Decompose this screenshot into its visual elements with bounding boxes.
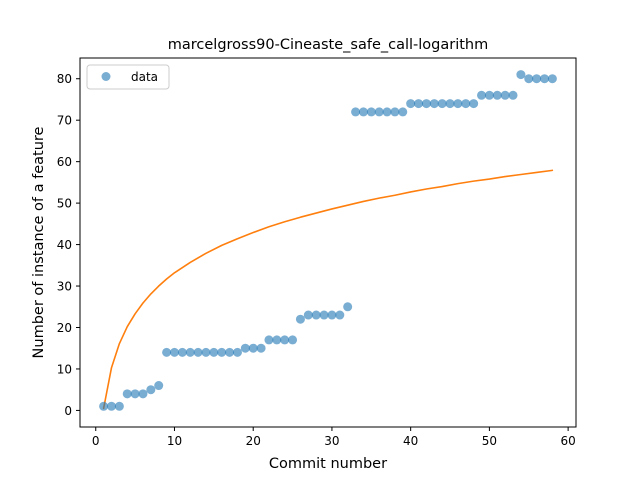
- x-tick-label: 40: [403, 434, 418, 448]
- data-point: [358, 107, 368, 117]
- data-point: [492, 90, 502, 100]
- axes-frame: [79, 57, 577, 428]
- x-tick-label: 20: [246, 434, 261, 448]
- data-point: [225, 347, 235, 357]
- data-point: [319, 310, 329, 320]
- data-point: [366, 107, 376, 117]
- y-tick-label: 40: [57, 238, 72, 252]
- y-axis-label: Number of instance of a feature: [31, 126, 47, 358]
- data-point: [99, 401, 109, 411]
- legend-marker-data: [101, 72, 111, 81]
- data-point: [343, 302, 353, 312]
- data-point: [327, 310, 337, 320]
- y-tick-label: 60: [57, 155, 72, 169]
- data-point: [335, 310, 345, 320]
- data-point: [532, 74, 542, 84]
- data-point: [445, 99, 455, 109]
- data-point: [280, 335, 290, 345]
- data-point: [477, 90, 487, 100]
- data-point: [130, 389, 140, 399]
- y-tick-label: 30: [57, 280, 72, 294]
- data-point: [177, 347, 187, 357]
- y-tick-label: 20: [57, 321, 72, 335]
- data-point: [209, 347, 219, 357]
- data-point: [414, 99, 424, 109]
- data-point: [248, 343, 258, 353]
- data-point: [201, 347, 211, 357]
- data-point: [185, 347, 195, 357]
- data-point: [240, 343, 250, 353]
- data-point: [437, 99, 447, 109]
- data-point: [374, 107, 384, 117]
- x-tick-label: 30: [324, 434, 339, 448]
- data-point: [138, 389, 148, 399]
- y-tick-label: 80: [57, 72, 72, 86]
- data-point: [429, 99, 439, 109]
- data-point: [382, 107, 392, 117]
- data-point: [469, 99, 479, 109]
- data-point: [272, 335, 282, 345]
- data-point: [154, 381, 164, 391]
- data-point: [217, 347, 227, 357]
- legend-box: [86, 64, 170, 90]
- data-point: [461, 99, 471, 109]
- data-point: [146, 385, 156, 395]
- y-tick-label: 70: [57, 114, 72, 128]
- axes: 0 10 20 30 40 50 60 0 10 20 30 40 50 60 70 80: [57, 72, 576, 448]
- data-point: [500, 90, 510, 100]
- data-point: [162, 347, 172, 357]
- data-point: [288, 335, 298, 345]
- x-tick-label: 0: [92, 434, 100, 448]
- x-axis-label: Commit number: [269, 456, 387, 472]
- data-point: [484, 90, 494, 100]
- data-point: [453, 99, 463, 109]
- y-tick-label: 10: [57, 362, 72, 376]
- x-tick-label: 50: [482, 434, 497, 448]
- data-point: [232, 347, 242, 357]
- data-point: [524, 74, 534, 84]
- data-point: [406, 99, 416, 109]
- y-tick-label: 0: [64, 404, 72, 418]
- data-point: [114, 401, 124, 411]
- data-point: [264, 335, 274, 345]
- data-point: [547, 74, 557, 84]
- data-point: [351, 107, 361, 117]
- x-tick-label: 10: [167, 434, 182, 448]
- data-point: [295, 314, 305, 324]
- data-point: [193, 347, 203, 357]
- data-point: [398, 107, 408, 117]
- data-point: [516, 70, 526, 80]
- data-point: [540, 74, 550, 84]
- y-tick-label: 50: [57, 197, 72, 211]
- data-point: [106, 401, 116, 411]
- data-point: [303, 310, 313, 320]
- fit-curve-line: [102, 169, 554, 410]
- data-point: [122, 389, 132, 399]
- data-point: [508, 90, 518, 100]
- data-point: [169, 347, 179, 357]
- data-point: [421, 99, 431, 109]
- chart-title: marcelgross90-Cineaste_safe_call-logarit…: [168, 37, 489, 53]
- plot-area: [99, 70, 557, 411]
- legend-label-data: data: [131, 70, 158, 84]
- x-tick-label: 60: [560, 434, 575, 448]
- legend: data: [86, 64, 170, 90]
- data-point: [256, 343, 266, 353]
- data-point: [390, 107, 400, 117]
- data-point: [311, 310, 321, 320]
